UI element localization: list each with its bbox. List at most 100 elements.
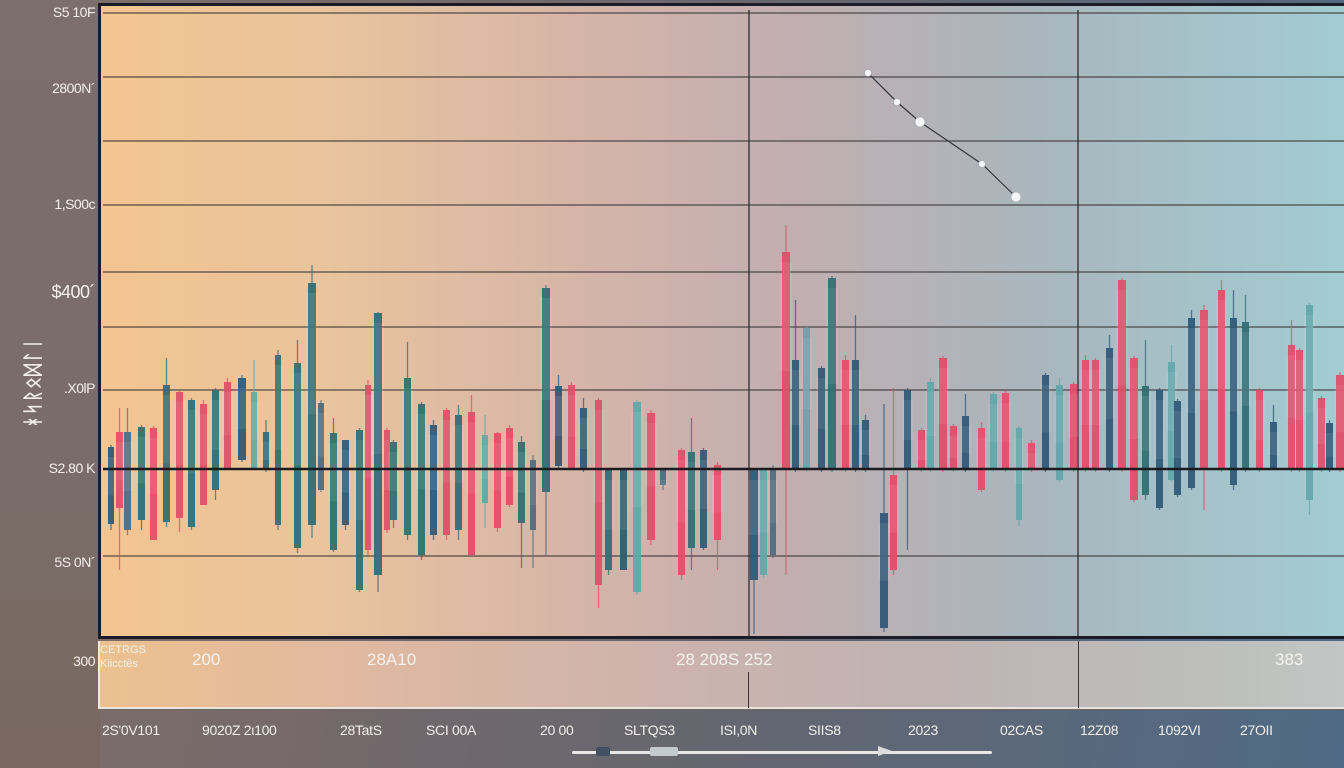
- scrollbar-handle-left[interactable]: [596, 747, 610, 756]
- candle: [801, 325, 812, 472]
- y-tick-label: .X0lP: [64, 380, 95, 396]
- annotation-marker: [893, 98, 901, 106]
- candle: [712, 462, 723, 570]
- candle: [402, 342, 413, 540]
- candle: [1216, 280, 1227, 472]
- annotation-marker: [864, 69, 872, 77]
- candle: [516, 436, 527, 568]
- x-tick-label: SIIS8: [808, 722, 841, 738]
- x-tick-label: 9020Z 2ι100: [202, 722, 277, 738]
- candle: [416, 402, 427, 560]
- candle: [1090, 358, 1101, 472]
- candle: [1040, 373, 1051, 472]
- candle: [249, 360, 259, 470]
- candle: [222, 378, 233, 470]
- x-tick-label: 28TatS: [340, 722, 382, 738]
- candle: [1286, 320, 1297, 472]
- candle: [1154, 388, 1165, 510]
- candle: [1054, 378, 1065, 482]
- candle: [316, 400, 326, 492]
- x-tick-label: 12Z08: [1080, 722, 1119, 738]
- horizontal-scrollbar[interactable]: [572, 751, 992, 754]
- x-tick-label: 20 00: [540, 722, 574, 738]
- x-tick-label: 1092VI: [1158, 722, 1201, 738]
- candle: [1254, 388, 1265, 472]
- candle: [466, 395, 477, 557]
- candle: [618, 468, 629, 570]
- candle: [780, 225, 792, 575]
- candle: [937, 356, 949, 472]
- trend-annotation-line: [864, 69, 1022, 203]
- gridlines: [103, 10, 1344, 636]
- scroll-right-arrow-icon[interactable]: [878, 746, 892, 756]
- candle: [925, 378, 936, 472]
- data-bars: [106, 225, 1344, 634]
- candle: [328, 418, 339, 552]
- candle: [566, 382, 577, 470]
- candle: [631, 400, 643, 595]
- candle: [136, 425, 147, 530]
- annotation-marker: [1010, 191, 1022, 203]
- x-tick-label: 02CAS: [1000, 722, 1043, 738]
- candle: [340, 440, 351, 530]
- x-axis-line: [98, 707, 1344, 710]
- candle: [988, 392, 999, 472]
- strip-label: 28A10: [367, 650, 417, 669]
- candle: [686, 418, 697, 570]
- candle: [840, 355, 851, 472]
- candle: [1128, 356, 1140, 502]
- strip-divider: [748, 672, 749, 708]
- candle: [1140, 340, 1151, 500]
- candle: [768, 465, 778, 558]
- candle: [698, 448, 709, 550]
- x-tick-label: 27OII: [1240, 722, 1273, 738]
- y-axis-panel: [0, 0, 100, 768]
- candle: [261, 420, 271, 472]
- candle: [453, 405, 464, 540]
- candle: [480, 415, 490, 528]
- candle: [388, 440, 399, 528]
- annotation-marker: [978, 160, 986, 168]
- candle: [273, 350, 283, 530]
- candle: [528, 455, 538, 568]
- candle: [1240, 295, 1251, 472]
- candle: [888, 388, 899, 575]
- candle: [236, 375, 248, 462]
- candle: [441, 408, 452, 540]
- candle: [1228, 290, 1239, 490]
- candle: [492, 432, 503, 532]
- candle: [593, 398, 604, 608]
- candle: [1268, 405, 1279, 470]
- strip-legend: CETRGS Kiicctēs: [100, 643, 146, 671]
- scrollbar-thumb[interactable]: [650, 747, 678, 756]
- strip-label: 28 208S 252: [676, 650, 773, 669]
- candle: [860, 415, 871, 472]
- y-tick-label: 300: [73, 653, 95, 669]
- candle: [948, 424, 959, 472]
- y-tick-label: 2800N´: [52, 80, 95, 96]
- y-tick-label: 1,S00c: [54, 196, 95, 212]
- strip-label: 383: [1275, 650, 1304, 669]
- legend-item: CETRGS: [100, 644, 146, 656]
- x-tick-label: ISI,0N: [720, 722, 758, 738]
- x-tick-label: 2023: [908, 722, 938, 738]
- candle: [748, 468, 760, 634]
- candle: [372, 312, 384, 592]
- candle: [174, 390, 185, 532]
- y-tick-label: $400´: [51, 282, 95, 302]
- candle: [1080, 355, 1091, 472]
- candle: [758, 468, 769, 578]
- candle: [1166, 345, 1177, 482]
- candle: [816, 366, 827, 472]
- candle: [645, 410, 657, 545]
- candle: [540, 285, 552, 555]
- candle: [292, 340, 303, 553]
- candle: [1304, 303, 1315, 515]
- candle: [428, 420, 439, 540]
- legend-item: Kiicctēs: [100, 658, 138, 670]
- y-tick-label: S5 10F: [52, 4, 96, 20]
- candle: [1334, 372, 1344, 472]
- x-tick-label: SCI 00A: [426, 722, 477, 738]
- candle: [976, 422, 987, 492]
- candle: [578, 398, 589, 472]
